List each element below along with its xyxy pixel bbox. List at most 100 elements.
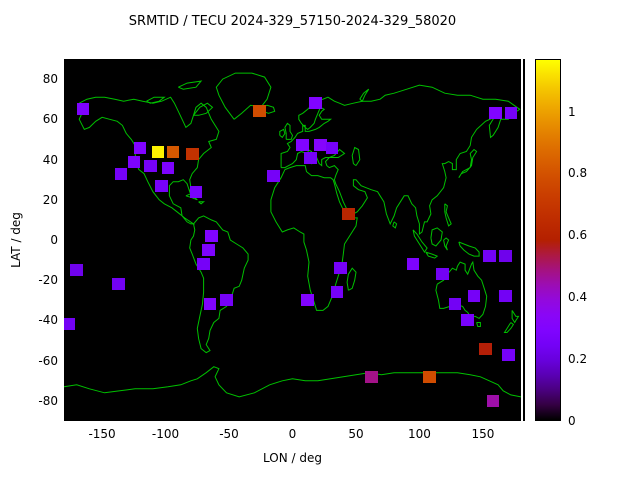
x-tick-label: 0 xyxy=(288,427,297,441)
x-tick-label: -50 xyxy=(219,427,239,441)
heatmap-cell xyxy=(114,167,128,180)
coastline xyxy=(430,227,443,247)
heatmap-cell xyxy=(448,298,462,311)
heatmap-cell xyxy=(166,145,180,158)
heatmap-cell xyxy=(406,258,420,271)
y-tick-label: -80 xyxy=(38,393,58,408)
coastline xyxy=(280,84,521,236)
coastline xyxy=(78,96,220,225)
heatmap-cell xyxy=(204,229,218,242)
y-tick-label: 60 xyxy=(42,112,58,127)
coastline xyxy=(64,366,521,398)
heatmap-cell xyxy=(461,314,474,327)
coastline xyxy=(476,322,481,327)
coastline xyxy=(351,146,361,166)
heatmap-cell xyxy=(151,145,165,158)
x-tick-label: 50 xyxy=(348,427,364,441)
coastline xyxy=(503,322,515,333)
coastline xyxy=(359,88,370,102)
heatmap-cell xyxy=(267,169,280,182)
coastline xyxy=(279,128,286,139)
y-axis-label: LAT / deg xyxy=(9,212,23,268)
coastline xyxy=(178,80,203,90)
heatmap-cell xyxy=(334,262,348,275)
heatmap-cell xyxy=(189,185,203,198)
heatmap-cell xyxy=(330,286,344,299)
heatmap-cell xyxy=(70,264,83,277)
coastline xyxy=(392,221,398,229)
heatmap-cell xyxy=(314,139,327,152)
heatmap-cell xyxy=(325,141,339,154)
x-tick-label: 100 xyxy=(407,427,431,441)
plot-right-border xyxy=(523,59,525,421)
colorbar-tick-label: 0.2 xyxy=(568,352,588,367)
coastline xyxy=(193,102,214,116)
coastline xyxy=(215,72,272,120)
y-tick-label: 20 xyxy=(42,192,58,207)
heatmap-cell xyxy=(155,179,169,192)
heatmap-cell xyxy=(301,294,315,307)
heatmap-cell xyxy=(202,244,216,257)
coastline xyxy=(329,148,346,158)
coastline xyxy=(270,165,358,311)
heatmap-cell xyxy=(467,290,481,303)
heatmap-cell xyxy=(423,370,436,383)
heatmap-cell xyxy=(499,250,513,263)
heatmap-cell xyxy=(112,278,125,291)
heatmap-cell xyxy=(220,294,233,307)
heatmap-cell xyxy=(64,318,76,331)
x-axis-label: LON / deg xyxy=(263,451,322,465)
coastline xyxy=(146,96,166,104)
y-tick-label: 0 xyxy=(50,233,58,247)
heatmap-cell xyxy=(504,107,518,120)
coastline xyxy=(412,229,428,254)
coastline xyxy=(458,241,480,257)
coastline xyxy=(284,122,294,140)
coastline xyxy=(425,251,439,259)
y-tick-label: -20 xyxy=(38,273,58,288)
heatmap-cell xyxy=(364,370,378,383)
heatmap-cells xyxy=(64,59,521,421)
coastline xyxy=(346,267,357,291)
heatmap-cell xyxy=(482,250,496,263)
heatmap-cell xyxy=(161,161,175,174)
heatmap-cell xyxy=(296,139,309,152)
y-tick-label: -40 xyxy=(38,313,58,328)
y-tick-label: 80 xyxy=(42,72,58,87)
map-plot xyxy=(64,59,521,421)
heatmap-cell xyxy=(499,290,513,303)
coastline xyxy=(458,148,478,178)
coastline xyxy=(198,201,206,205)
heatmap-cell xyxy=(309,97,322,110)
coastline xyxy=(443,237,450,251)
heatmap-cell xyxy=(502,348,515,361)
heatmap-cell xyxy=(144,159,157,172)
colorbar-tick-label: 0.6 xyxy=(568,228,588,243)
heatmap-cell xyxy=(185,147,199,160)
heatmap-cell xyxy=(253,105,266,118)
heatmap-cell xyxy=(197,258,210,271)
x-tick-label: -150 xyxy=(88,427,116,441)
y-tick-label: -60 xyxy=(38,353,58,368)
heatmap-cell xyxy=(342,207,355,220)
colorbar-tick-label: 0 xyxy=(568,414,576,428)
colorbar-tick-label: 1 xyxy=(568,104,576,119)
chart-title: SRMTID / TECU 2024-329_57150-2024-329_58… xyxy=(128,14,457,29)
colorbar xyxy=(535,59,561,421)
heatmap-cell xyxy=(76,103,90,116)
heatmap-cell xyxy=(303,151,317,164)
heatmap-cell xyxy=(203,298,217,311)
y-tick-label: 40 xyxy=(42,152,58,167)
x-tick-label: -100 xyxy=(151,427,180,441)
heatmap-cell xyxy=(489,107,502,120)
heatmap-cell xyxy=(486,394,500,407)
colorbar-tick-label: 0.4 xyxy=(568,290,588,305)
coastline xyxy=(444,203,452,227)
heatmap-cell xyxy=(127,155,141,168)
heatmap-cell xyxy=(133,141,147,154)
heatmap-cell xyxy=(435,268,449,281)
x-tick-label: 150 xyxy=(471,427,495,441)
coastline xyxy=(511,310,520,324)
colorbar-tick-label: 0.8 xyxy=(568,166,588,181)
